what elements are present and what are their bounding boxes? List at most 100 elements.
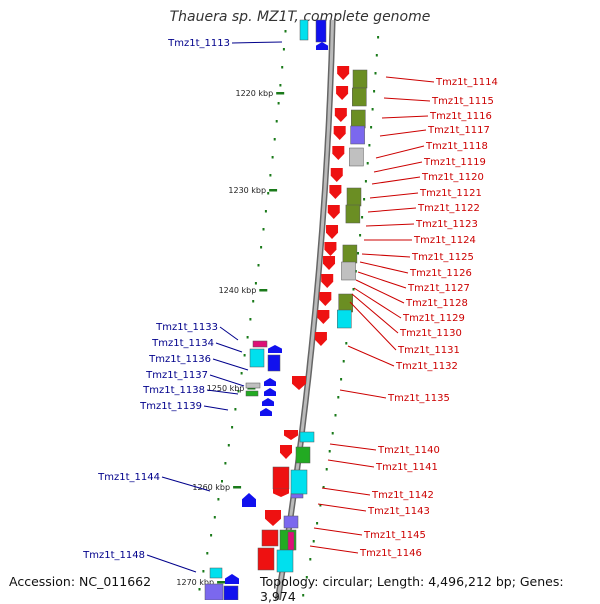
label-leader xyxy=(357,271,407,289)
label-leader xyxy=(339,389,387,399)
label-leader xyxy=(146,554,197,573)
label-leader xyxy=(209,374,245,387)
gene-arrow-down xyxy=(323,256,336,270)
label-leader xyxy=(353,287,402,319)
tick-dot xyxy=(325,468,328,471)
left-gene-label: Tmz1t_1133 xyxy=(155,322,218,333)
gene-arrow-down xyxy=(292,376,306,390)
right-gene-label: Tmz1t_1125 xyxy=(411,252,474,263)
label-leader xyxy=(369,192,419,199)
tick-dot xyxy=(377,36,380,39)
scale-tick-label: 1240 kbp xyxy=(219,286,257,295)
gene-box xyxy=(299,431,315,443)
tick-dot xyxy=(210,534,213,537)
label-leader xyxy=(365,223,415,227)
gene-arrow-down xyxy=(314,332,327,346)
scale-tick-label: 1230 kbp xyxy=(228,186,266,195)
gene-box xyxy=(249,348,265,368)
gene-arrow-down xyxy=(334,108,347,122)
gene-box xyxy=(245,382,261,389)
gene-arrow-down xyxy=(327,205,340,219)
tick-dot xyxy=(363,198,366,201)
gene-box xyxy=(267,354,281,372)
scale-tick-label: 1270 kbp xyxy=(176,578,214,587)
tick-dot xyxy=(227,444,230,447)
gene-box xyxy=(345,204,361,224)
tick-dot xyxy=(264,210,267,213)
gene-box xyxy=(346,187,362,207)
label-leader xyxy=(329,443,377,451)
label-leader xyxy=(206,389,239,395)
right-gene-label: Tmz1t_1126 xyxy=(409,268,472,279)
tick-dot xyxy=(254,282,257,285)
label-leader xyxy=(203,405,229,411)
tick-dot xyxy=(237,390,240,393)
scale-tick-mark xyxy=(233,486,242,489)
gene-box xyxy=(290,493,304,499)
tick-dot xyxy=(352,288,355,291)
scale-tick-mark xyxy=(259,289,268,292)
tick-dot xyxy=(279,84,282,87)
right-gene-label: Tmz1t_1117 xyxy=(427,125,490,136)
gene-arrow-down xyxy=(319,292,332,306)
gene-box xyxy=(299,19,309,41)
gene-arrow-down xyxy=(326,225,339,239)
tick-dot xyxy=(252,300,255,303)
gene-box xyxy=(350,125,365,145)
map-title: Thauera sp. MZ1T, complete genome xyxy=(169,9,431,25)
right-gene-label: Tmz1t_1146 xyxy=(359,548,422,559)
label-leader xyxy=(215,342,243,353)
right-gene-label: Tmz1t_1131 xyxy=(397,345,460,356)
tick-dot xyxy=(243,354,246,357)
tick-dot xyxy=(331,432,334,435)
gene-arrow-up xyxy=(268,345,282,353)
tick-dot xyxy=(206,552,209,555)
tick-dot xyxy=(267,192,270,195)
right-gene-label: Tmz1t_1123 xyxy=(415,219,478,230)
tick-dot xyxy=(271,156,274,159)
tick-dot xyxy=(361,216,364,219)
label-leader xyxy=(375,145,425,159)
tick-dot xyxy=(319,504,322,507)
left-gene-label: Tmz1t_1138 xyxy=(142,385,205,396)
label-leader xyxy=(351,293,399,334)
left-gene-label: Tmz1t_1134 xyxy=(151,338,214,349)
gene-arrow-down xyxy=(337,66,350,80)
label-leader xyxy=(359,261,409,274)
gene-box xyxy=(204,583,224,600)
tick-dot xyxy=(302,594,305,597)
backbone-inner xyxy=(276,19,335,600)
right-gene-label: Tmz1t_1129 xyxy=(402,313,465,324)
tick-dot xyxy=(366,162,369,165)
label-leader xyxy=(361,253,411,258)
tick-dot xyxy=(374,72,377,75)
tick-dot xyxy=(316,522,319,525)
scale-tick-mark xyxy=(276,92,285,95)
tick-dot xyxy=(371,108,374,111)
tick-dot xyxy=(262,228,265,231)
gene-arrow-up xyxy=(225,574,239,584)
gene-arrow-up xyxy=(316,42,328,50)
tick-dot xyxy=(322,486,325,489)
gene-box xyxy=(352,69,368,89)
tick-dot xyxy=(337,396,340,399)
tick-dot xyxy=(231,426,234,429)
label-leader xyxy=(383,97,431,102)
right-gene-label: Tmz1t_1141 xyxy=(375,462,438,473)
right-gene-label: Tmz1t_1115 xyxy=(431,96,494,107)
scale-tick-label: 1220 kbp xyxy=(235,89,273,98)
gene-box xyxy=(342,244,358,264)
tick-dot xyxy=(275,120,278,123)
right-gene-label: Tmz1t_1143 xyxy=(367,506,430,517)
label-leader xyxy=(347,345,395,367)
right-gene-label: Tmz1t_1119 xyxy=(423,157,486,168)
label-leader xyxy=(327,459,375,468)
label-leader xyxy=(161,476,211,492)
gene-labels: Tmz1t_1113 Tmz1t_1133 Tmz1t_1134 Tmz1t_1136… xyxy=(82,38,498,561)
gene-box xyxy=(223,585,239,600)
tick-dot xyxy=(305,576,308,579)
tick-dot xyxy=(221,480,223,483)
right-gene-label: Tmz1t_1145 xyxy=(363,530,426,541)
label-leader xyxy=(373,161,423,173)
